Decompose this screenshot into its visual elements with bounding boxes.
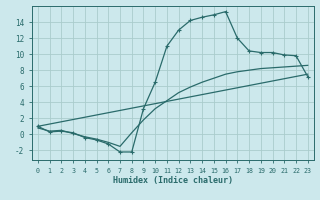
X-axis label: Humidex (Indice chaleur): Humidex (Indice chaleur) [113, 176, 233, 185]
